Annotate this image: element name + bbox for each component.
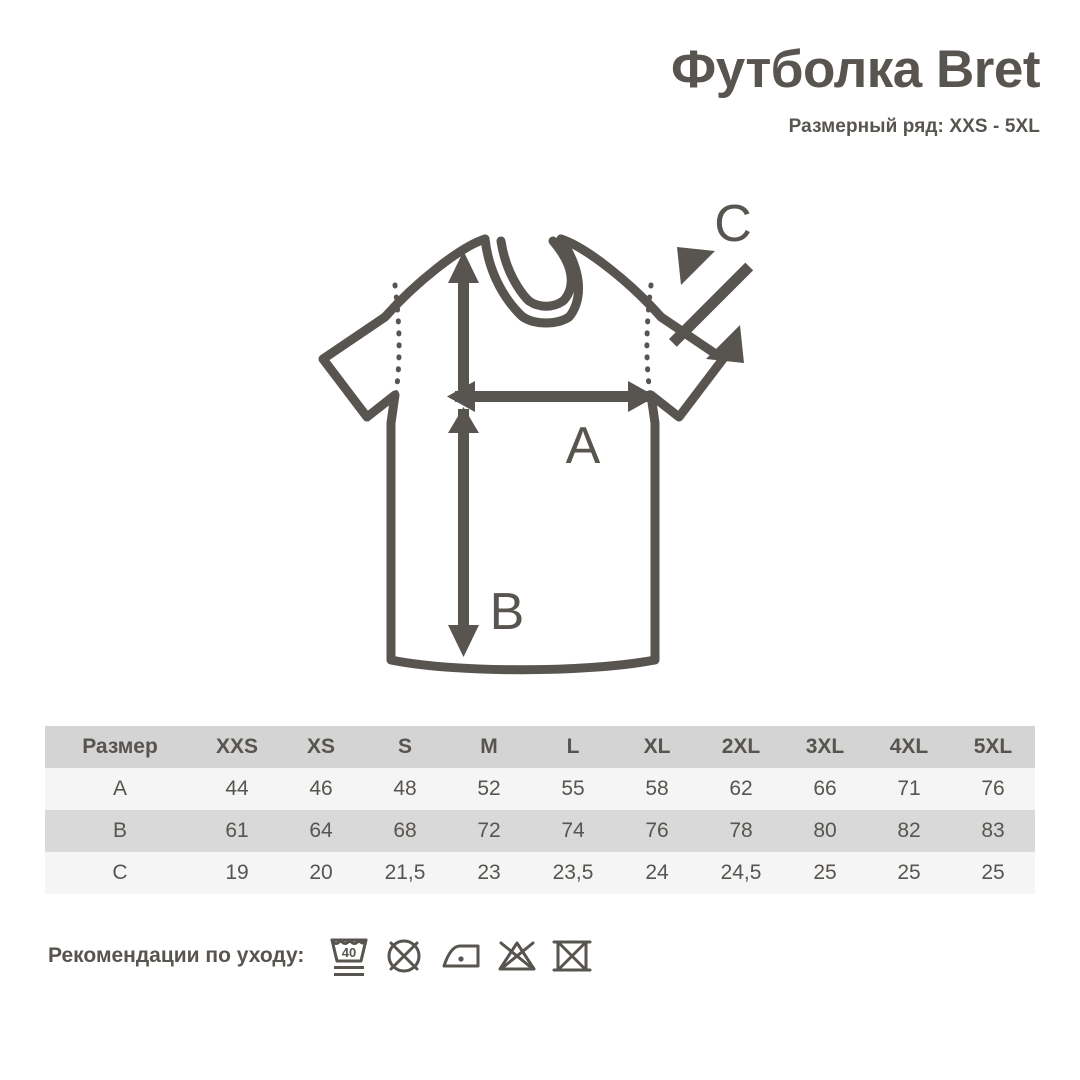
table-cell: 74 [561,819,585,842]
size-chart-table: Размер XXS XS S M L XL 2XL 3XL 4XL 5XL A… [45,726,1035,894]
table-cell: 80 [813,819,837,842]
table-row: C 19 20 21,5 23 23,5 24 24,5 25 25 25 [45,852,1035,894]
table-header-cell: XS [306,735,335,758]
table-cell: 24 [645,861,669,884]
table-cell: 64 [309,819,333,842]
table-cell: 58 [645,777,669,800]
measure-a-label: A [566,417,601,475]
shirt-body-outline [318,234,728,675]
do-not-dry-clean-icon [496,937,538,975]
table-cell: 48 [393,777,417,800]
shirt-collar-outer [480,234,583,328]
do-not-tumble-dry-icon [552,936,592,976]
table-cell: 52 [477,777,501,800]
table-cell: 66 [813,777,837,800]
page-header: Футболка Bret Размерный ряд: XXS - 5XL [670,40,1041,138]
row-label: B [112,819,127,842]
table-header-cell: L [566,735,580,758]
table-header-cell: 3XL [805,735,845,758]
measure-c-arrow [668,247,754,363]
measure-a-arrow [447,381,656,412]
measure-c-label: C [714,195,752,253]
table-cell: 23,5 [552,861,594,884]
size-chart-body: A 44 46 48 52 55 58 62 66 71 76 B 61 64 … [45,768,1035,894]
table-cell: 76 [645,819,669,842]
table-header-cell: Размер [82,735,158,758]
care-icon-group: 40 [328,934,592,978]
left-sleeve-seam-dotted [388,282,402,426]
care-instructions-label: Рекомендации по уходу: [48,944,305,967]
table-cell: 78 [729,819,753,842]
measure-upper-arrow [448,251,479,390]
measure-b-label: B [490,583,525,641]
table-header-cell: M [480,735,498,758]
shirt-collar-inner [496,236,576,311]
page-title: Футболка Bret [670,40,1041,99]
wash-temperature-value: 40 [342,945,356,960]
table-cell: 21,5 [384,861,426,884]
do-not-bleach-icon [384,936,424,976]
table-cell: 44 [225,777,249,800]
table-header-cell: 4XL [889,735,929,758]
table-row: B 61 64 68 72 74 76 78 80 82 83 [45,810,1035,852]
right-sleeve-seam-dotted [644,282,658,426]
tshirt-diagram: A B C [295,195,805,685]
table-cell: 82 [897,819,921,842]
table-cell: 20 [309,861,333,884]
table-header-cell: 5XL [973,735,1013,758]
measure-b-arrow [448,407,479,657]
table-cell: 61 [225,819,249,842]
size-range-subtitle: Размерный ряд: XXS - 5XL [788,115,1040,137]
table-cell: 72 [477,819,501,842]
table-cell: 24,5 [720,861,762,884]
iron-low-one-dot-icon [438,937,482,975]
table-cell: 83 [981,819,1005,842]
table-cell: 55 [561,777,585,800]
table-header-cell: XXS [215,735,259,758]
wash-40-gentle-icon: 40 [328,934,370,978]
table-header-row: Размер XXS XS S M L XL 2XL 3XL 4XL 5XL [45,726,1035,768]
table-cell: 76 [981,777,1005,800]
care-instructions: Рекомендации по уходу: 40 [48,934,592,978]
table-cell: 71 [897,777,921,800]
table-cell: 25 [981,861,1005,884]
row-label: A [112,777,127,800]
table-header-cell: 2XL [721,735,761,758]
table-row: A 44 46 48 52 55 58 62 66 71 76 [45,768,1035,810]
table-cell: 23 [477,861,501,884]
table-cell: 19 [225,861,249,884]
table-header-cell: XL [643,735,671,758]
row-label: C [112,861,128,884]
table-cell: 25 [897,861,921,884]
table-cell: 25 [813,861,837,884]
table-cell: 68 [393,819,417,842]
table-cell: 62 [729,777,753,800]
table-header-cell: S [397,735,412,758]
size-chart-head: Размер XXS XS S M L XL 2XL 3XL 4XL 5XL [45,726,1035,768]
table-cell: 46 [309,777,333,800]
